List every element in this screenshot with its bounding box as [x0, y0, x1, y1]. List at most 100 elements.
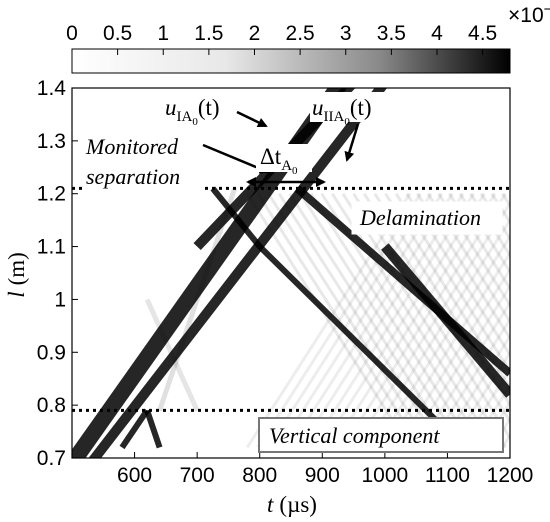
texture-stripe: [309, 192, 475, 449]
texture-stripe: [341, 192, 507, 449]
texture-stripe: [394, 192, 510, 375]
plot-frame: [71, 87, 511, 459]
texture-stripe: [256, 192, 422, 449]
texture-stripe: [405, 192, 510, 358]
texture-stripe: [469, 383, 510, 449]
label-bg-delta-t: [256, 144, 312, 172]
texture-stripe: [416, 192, 510, 341]
colorbar: 0 0.5 1 1.5 2 2.5 3 3.5 4 4.5 ×10−5: [66, 1, 550, 74]
texture-stripe: [299, 192, 465, 449]
wave-line: [257, 244, 450, 434]
x-tick-label: 600: [117, 464, 152, 487]
wave-line: [294, 185, 510, 377]
texture-stripe: [288, 192, 454, 449]
annotations: uIA0(t) uIIA0(t) Monitored separation Δt…: [82, 92, 504, 453]
texture-stripe: [331, 192, 497, 449]
colorbar-tick-label: 2: [249, 22, 261, 45]
colorbar-tick-label: 1.5: [194, 22, 223, 45]
texture-stripe: [416, 300, 510, 449]
texture-stripe: [320, 192, 486, 449]
x-axis-ticks: 600 700 800 900 1000 1100 1200: [117, 452, 533, 487]
y-axis-ticks: 0.7 0.8 0.9 1 1.1 1.2 1.3 1.4: [37, 77, 78, 470]
texture-stripe: [267, 192, 433, 449]
x-axis-title: t (µs): [267, 492, 317, 517]
texture-stripe: [437, 192, 510, 308]
texture-stripe: [352, 192, 510, 441]
y-tick-label: 1: [54, 288, 66, 311]
label-uiia0: uIIA0(t): [312, 95, 372, 128]
label-bg-monitored: [82, 134, 202, 190]
colorbar-tick-label: 0: [66, 22, 78, 45]
y-tick-label: 1.3: [37, 130, 66, 153]
colorbar-gradient: [71, 48, 511, 74]
arrow-uia0: [236, 110, 268, 128]
texture-stripe: [309, 192, 475, 449]
label-vertical-component: Vertical component: [269, 423, 440, 448]
label-bg-uia0: [162, 92, 244, 122]
texture-stripe: [352, 200, 510, 449]
y-tick-label: 1.4: [37, 77, 67, 100]
texture-stripe: [469, 192, 510, 258]
texture-stripe: [299, 192, 465, 449]
y-tick-label: 0.7: [37, 447, 66, 470]
colorbar-ticks: 0 0.5 1 1.5 2 2.5 3 3.5 4 4.5: [66, 22, 497, 55]
colorbar-tick-label: 1: [157, 22, 169, 45]
texture-stripe: [267, 192, 433, 449]
y-tick-label: 0.9: [37, 341, 66, 364]
texture-stripe: [437, 333, 510, 449]
x-tick-label: 900: [305, 464, 340, 487]
y-tick-label: 0.8: [37, 394, 66, 417]
texture-stripe: [479, 192, 510, 242]
label-bg-delamination: [351, 201, 503, 235]
label-separation: separation: [86, 164, 180, 189]
colorbar-tick-label: 4: [431, 22, 443, 45]
y-tick-label: 1.1: [37, 236, 66, 259]
x-tick-label: 1100: [425, 464, 470, 487]
label-bg-uiia0: [310, 92, 398, 122]
texture-stripe: [277, 192, 444, 449]
texture-stripe: [384, 192, 510, 391]
label-monitored: Monitored: [85, 134, 179, 159]
arrow-uiia0: [344, 123, 360, 162]
x-tick-label: 800: [242, 464, 277, 487]
texture-stripe: [245, 192, 412, 449]
texture-stripe: [458, 192, 510, 275]
texture-stripe: [458, 366, 510, 449]
wave-line: [88, 88, 388, 458]
texture-stripe: [256, 192, 422, 449]
texture-stripe: [288, 192, 454, 449]
texture-stripe: [373, 192, 510, 408]
texture-stripe: [448, 349, 510, 449]
label-box-vertical-component: [258, 417, 504, 453]
texture-stripe: [373, 233, 510, 449]
x-tick-label: 1000: [361, 464, 408, 487]
y-axis-title: l(m): [4, 252, 29, 298]
y-tick-label: 1.2: [37, 183, 66, 206]
texture-stripe: [384, 250, 510, 449]
wave-line: [119, 408, 150, 450]
wave-line: [144, 409, 163, 449]
texture-stripe: [426, 316, 510, 449]
colorbar-tick-label: 3: [340, 22, 352, 45]
x-tick-label: 700: [180, 464, 215, 487]
texture-stripe: [331, 192, 497, 449]
colorbar-tick-label: 2.5: [286, 22, 315, 45]
texture-stripe: [341, 192, 507, 449]
texture-stripe: [479, 399, 510, 449]
label-uia0: uIA0(t): [165, 95, 220, 128]
texture-stripe: [448, 192, 510, 292]
colorbar-exponent: ×10−5: [508, 1, 550, 27]
texture-stripe: [513, 194, 550, 448]
label-delta-t: ΔtA0: [260, 144, 298, 177]
texture-stripe: [426, 192, 510, 325]
colorbar-tick-label: 4.5: [468, 22, 497, 45]
texture-stripe: [277, 192, 444, 449]
wave-line: [210, 186, 263, 249]
colorbar-tick-label: 3.5: [377, 22, 406, 45]
label-delamination: Delamination: [359, 205, 481, 230]
colorbar-tick-label: 0.5: [103, 22, 132, 45]
texture-stripe: [245, 192, 412, 449]
texture-stripe: [513, 194, 550, 448]
x-tick-label: 1200: [487, 464, 534, 487]
